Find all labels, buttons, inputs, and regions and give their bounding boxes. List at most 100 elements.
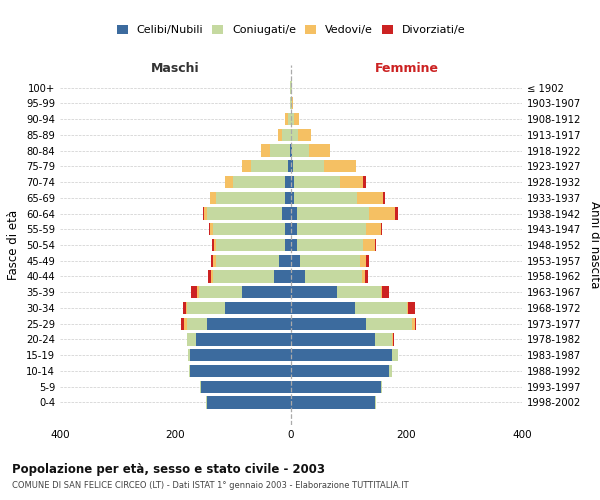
Bar (291, 192, 294, 204)
Bar (291, 128, 298, 141)
Bar (251, 160, 288, 172)
Bar (369, 208, 395, 220)
Bar (366, 223, 380, 235)
Bar (407, 302, 415, 314)
Bar (363, 239, 375, 251)
Bar (187, 302, 224, 314)
Bar (211, 270, 213, 282)
Bar (291, 208, 297, 220)
Bar (366, 318, 412, 330)
Bar (216, 192, 285, 204)
Bar (216, 254, 280, 267)
Bar (274, 270, 291, 282)
Bar (294, 176, 340, 188)
Bar (412, 318, 415, 330)
Bar (207, 318, 291, 330)
Bar (415, 318, 416, 330)
Bar (383, 192, 385, 204)
Bar (380, 223, 382, 235)
Bar (294, 192, 358, 204)
Bar (297, 223, 366, 235)
Bar (291, 113, 294, 125)
Bar (208, 270, 211, 282)
Bar (205, 208, 207, 220)
Bar (187, 318, 207, 330)
Bar (291, 349, 392, 362)
Bar (360, 254, 366, 267)
Bar (190, 365, 291, 377)
Bar (355, 302, 407, 314)
Bar (291, 396, 375, 408)
Bar (297, 239, 363, 251)
Bar (392, 334, 393, 345)
Bar (291, 365, 389, 377)
Bar (189, 365, 190, 377)
Bar (184, 318, 187, 330)
Bar (242, 160, 251, 172)
Bar (197, 286, 199, 298)
Bar (288, 113, 291, 125)
Bar (285, 223, 291, 235)
Bar (202, 380, 291, 393)
Bar (269, 144, 290, 156)
Bar (375, 239, 376, 251)
Bar (261, 144, 269, 156)
Bar (188, 349, 190, 362)
Bar (291, 239, 297, 251)
Bar (213, 270, 274, 282)
Bar (290, 144, 291, 156)
Bar (203, 208, 205, 220)
Bar (298, 128, 311, 141)
Bar (392, 349, 398, 362)
Bar (291, 302, 355, 314)
Bar (278, 128, 283, 141)
Bar (363, 176, 366, 188)
Bar (380, 286, 382, 298)
Bar (181, 318, 184, 330)
Bar (291, 176, 294, 188)
Bar (380, 380, 382, 393)
Bar (291, 318, 366, 330)
Bar (375, 334, 392, 345)
Bar (337, 286, 380, 298)
Bar (291, 254, 299, 267)
Bar (285, 176, 291, 188)
Bar (285, 192, 291, 204)
Bar (186, 302, 187, 314)
Bar (305, 270, 362, 282)
Bar (187, 334, 196, 345)
Bar (362, 270, 365, 282)
Bar (211, 254, 213, 267)
Bar (283, 128, 291, 141)
Bar (210, 192, 216, 204)
Bar (366, 254, 369, 267)
Bar (207, 208, 283, 220)
Bar (290, 97, 291, 110)
Bar (325, 160, 356, 172)
Bar (293, 160, 325, 172)
Legend: Celibi/Nubili, Coniugati/e, Vedovi/e, Divorziati/e: Celibi/Nubili, Coniugati/e, Vedovi/e, Di… (112, 20, 470, 40)
Y-axis label: Anni di nascita: Anni di nascita (588, 202, 600, 288)
Bar (358, 192, 383, 204)
Bar (233, 176, 285, 188)
Bar (395, 208, 398, 220)
Y-axis label: Fasce di età: Fasce di età (7, 210, 20, 280)
Bar (291, 334, 375, 345)
Bar (183, 302, 186, 314)
Bar (207, 396, 291, 408)
Bar (212, 239, 214, 251)
Text: Femmine: Femmine (374, 62, 439, 75)
Bar (292, 97, 293, 110)
Bar (224, 176, 233, 188)
Bar (190, 349, 291, 362)
Bar (297, 208, 369, 220)
Bar (224, 302, 291, 314)
Text: COMUNE DI SAN FELICE CIRCEO (LT) - Dati ISTAT 1° gennaio 2003 - Elaborazione TUT: COMUNE DI SAN FELICE CIRCEO (LT) - Dati … (12, 481, 409, 490)
Bar (291, 223, 297, 235)
Bar (292, 144, 310, 156)
Bar (196, 334, 291, 345)
Bar (294, 113, 299, 125)
Bar (280, 254, 291, 267)
Bar (214, 239, 216, 251)
Bar (393, 334, 394, 345)
